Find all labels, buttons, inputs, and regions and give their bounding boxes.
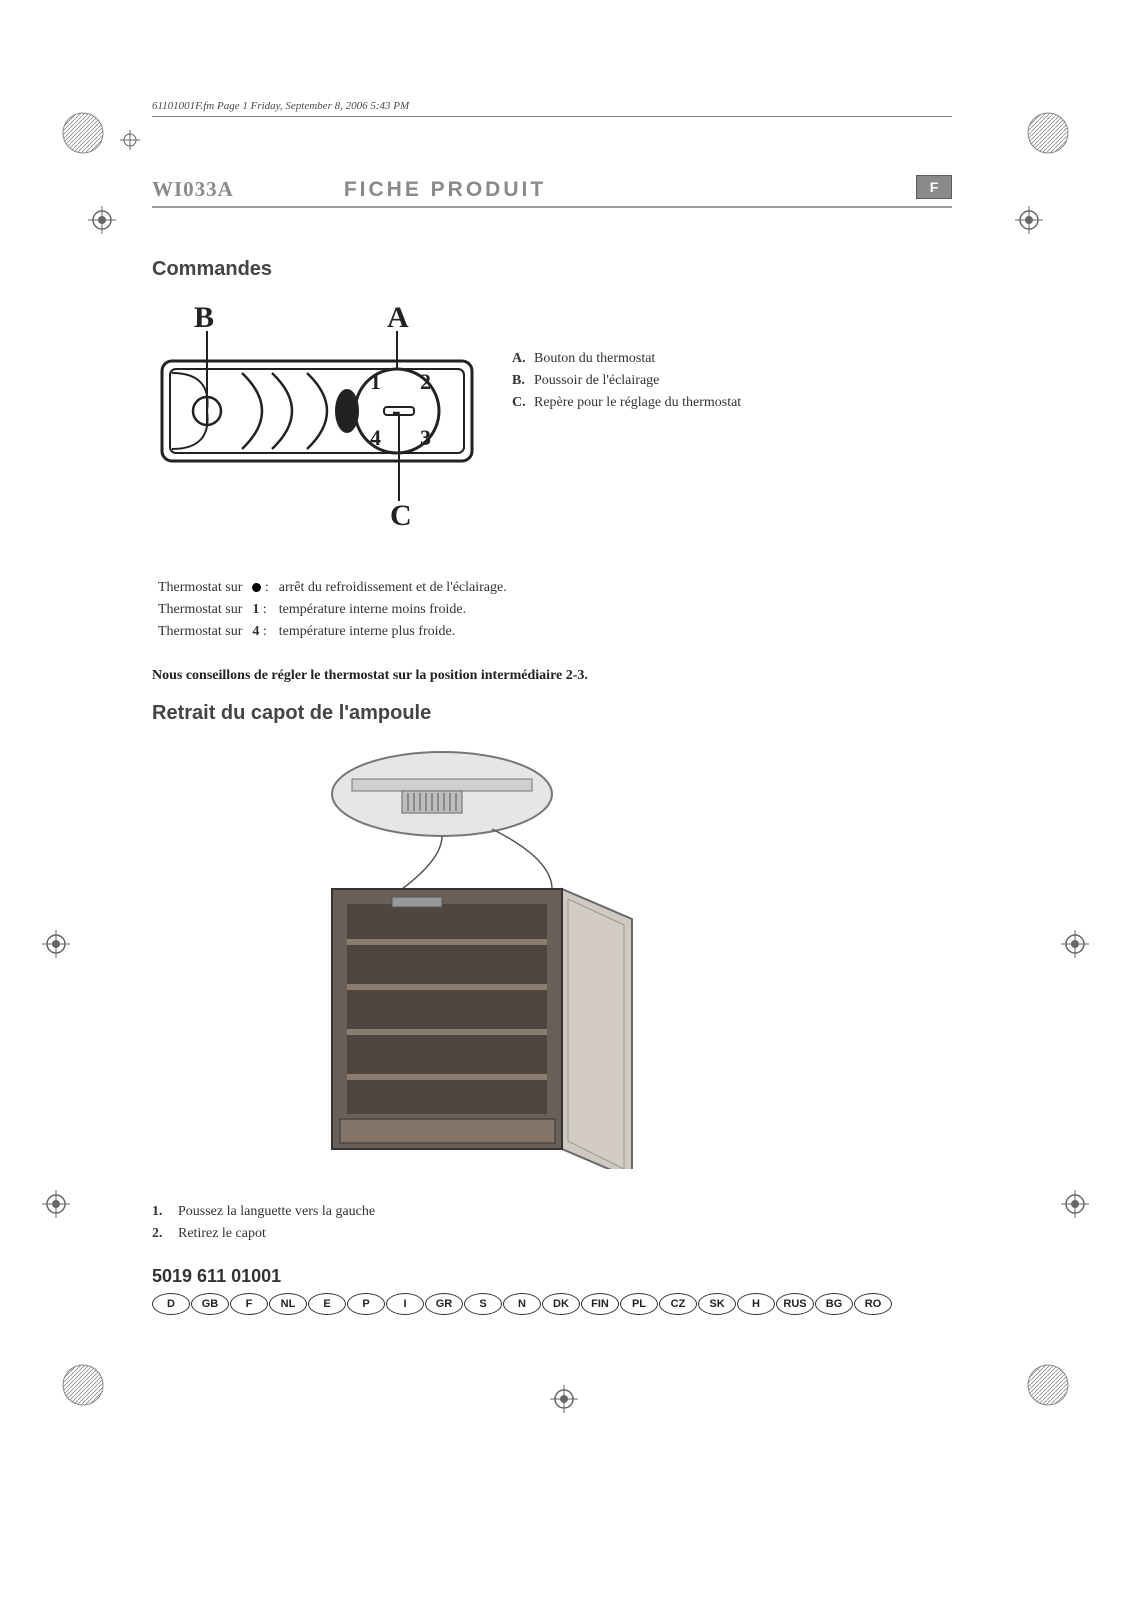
- dot-icon: [252, 583, 261, 592]
- reg-mark-icon: [550, 1385, 578, 1413]
- controls-diagram: 1 2 3 4 - A B C: [152, 301, 492, 536]
- table-row: Thermostat sur 1 : température interne m…: [154, 600, 511, 620]
- lang-pill: F: [230, 1293, 268, 1315]
- lang-pill: SK: [698, 1293, 736, 1315]
- callout-A: A: [387, 301, 409, 334]
- file-path: 61101001F.fm Page 1 Friday, September 8,…: [152, 100, 952, 117]
- section-commands-title: Commandes: [152, 258, 952, 281]
- lang-pill: BG: [815, 1293, 853, 1315]
- table-row: Thermostat sur : arrêt du refroidissemen…: [154, 578, 511, 598]
- thermostat-table: Thermostat sur : arrêt du refroidissemen…: [152, 576, 513, 644]
- reg-mark-icon: [1061, 1190, 1089, 1218]
- reg-mark-icon: [1015, 206, 1043, 234]
- lang-pill: RO: [854, 1293, 892, 1315]
- doc-title: FICHE PRODUIT: [344, 178, 546, 202]
- lang-pill: FIN: [581, 1293, 619, 1315]
- hatch-circle-icon: [58, 108, 108, 158]
- lang-pill: P: [347, 1293, 385, 1315]
- lang-pill: D: [152, 1293, 190, 1315]
- lang-tab: F: [916, 175, 952, 199]
- lang-pill: DK: [542, 1293, 580, 1315]
- callout-B: B: [194, 301, 214, 334]
- appliance-illustration: [292, 739, 952, 1174]
- language-row: DGBFNLEPIGRSNDKFINPLCZSKHRUSBGRO: [152, 1293, 952, 1315]
- lang-pill: NL: [269, 1293, 307, 1315]
- dial-4: 4: [370, 425, 381, 450]
- legend: A.Bouton du thermostat B.Poussoir de l'é…: [512, 351, 741, 417]
- lang-pill: N: [503, 1293, 541, 1315]
- callout-C: C: [390, 499, 412, 531]
- hatch-circle-icon: [58, 1360, 108, 1410]
- list-item: 2.Retirez le capot: [152, 1226, 952, 1242]
- dial-1: 1: [370, 369, 381, 394]
- part-number: 5019 611 01001: [152, 1266, 952, 1287]
- reg-mark-icon: [42, 1190, 70, 1218]
- model-code: WI033A: [152, 177, 234, 202]
- hatch-circle-icon: [1023, 108, 1073, 158]
- advice-text: Nous conseillons de régler le thermostat…: [152, 668, 952, 684]
- reg-mark-icon: [88, 206, 116, 234]
- reg-mark-icon: [1061, 930, 1089, 958]
- list-item: 1.Poussez la languette vers la gauche: [152, 1204, 952, 1220]
- lang-pill: GB: [191, 1293, 229, 1315]
- lang-pill: GR: [425, 1293, 463, 1315]
- lang-pill: H: [737, 1293, 775, 1315]
- reg-mark-icon: [42, 930, 70, 958]
- hatch-circle-icon: [1023, 1360, 1073, 1410]
- lang-pill: PL: [620, 1293, 658, 1315]
- table-row: Thermostat sur 4 : température interne p…: [154, 622, 511, 642]
- dial-2: 2: [420, 369, 431, 394]
- reg-target-icon: [120, 130, 140, 150]
- header: WI033A FICHE PRODUIT F: [152, 177, 952, 208]
- steps-list: 1.Poussez la languette vers la gauche 2.…: [152, 1204, 952, 1242]
- legend-item: A.Bouton du thermostat: [512, 351, 741, 367]
- legend-item: C.Repère pour le réglage du thermostat: [512, 395, 741, 411]
- lang-pill: CZ: [659, 1293, 697, 1315]
- lang-pill: S: [464, 1293, 502, 1315]
- dial-3: 3: [420, 425, 431, 450]
- legend-item: B.Poussoir de l'éclairage: [512, 373, 741, 389]
- lang-pill: E: [308, 1293, 346, 1315]
- lang-pill: I: [386, 1293, 424, 1315]
- section-bulb-title: Retrait du capot de l'ampoule: [152, 702, 952, 725]
- lang-pill: RUS: [776, 1293, 814, 1315]
